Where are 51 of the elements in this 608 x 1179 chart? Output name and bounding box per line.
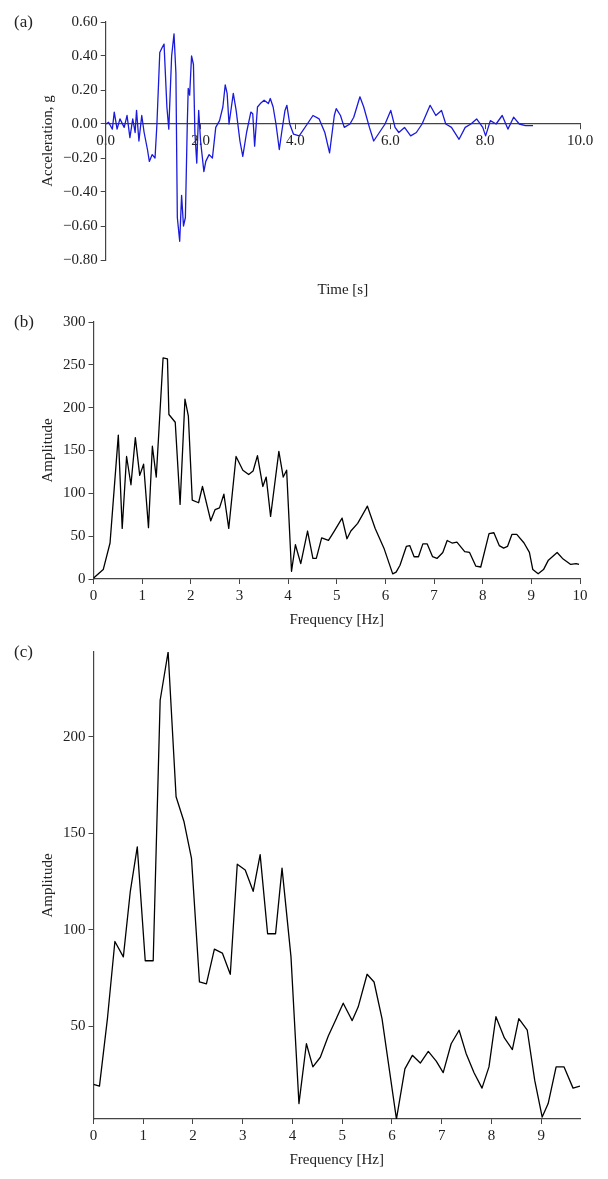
x-tick-label: 4	[284, 586, 293, 603]
y-tick-label: 0.40	[71, 46, 98, 63]
y-tick-label: 150	[63, 824, 86, 841]
x-tick-label: 7	[437, 1126, 446, 1143]
y-axis-title: Amplitude	[38, 853, 55, 918]
y-axis-title: Amplitude	[38, 418, 55, 483]
y-tick-label: 200	[63, 727, 86, 744]
y-tick-label: 100	[63, 920, 86, 937]
y-tick-label: 50	[70, 527, 86, 544]
x-axis-title: Frequency [Hz]	[289, 611, 385, 628]
y-axis-title: Acceleration, g	[38, 94, 55, 187]
x-tick-label: 10.0	[566, 131, 594, 148]
y-tick-label: −0.60	[62, 216, 98, 233]
x-tick-label: 4.0	[286, 131, 305, 148]
y-tick-label: 0	[78, 569, 86, 586]
x-tick-label: 9	[537, 1126, 545, 1143]
x-axis-title: Time [s]	[317, 281, 369, 298]
x-tick-label: 4	[288, 1126, 297, 1143]
x-tick-label: 3	[238, 1126, 247, 1143]
x-tick-label: 6	[381, 586, 390, 603]
y-tick-label: 0.60	[71, 12, 98, 29]
y-tick-label: −0.80	[62, 250, 98, 267]
x-tick-label: 5	[333, 586, 341, 603]
x-tick-label: 8	[478, 586, 487, 603]
y-tick-label: 150	[63, 441, 86, 458]
x-tick-label: 1	[138, 586, 146, 603]
y-tick-label: 50	[70, 1017, 86, 1034]
x-tick-label: 5	[338, 1126, 346, 1143]
x-tick-label: 2	[187, 586, 195, 603]
x-tick-label: 6	[388, 1126, 397, 1143]
y-tick-label: 0.00	[71, 114, 98, 131]
y-tick-label: 0.20	[71, 80, 98, 97]
x-tick-label: 3	[235, 586, 244, 603]
x-tick-label: 8	[487, 1126, 496, 1143]
x-tick-label: 10	[572, 586, 588, 603]
x-tick-label: 7	[430, 586, 439, 603]
x-tick-label: 2	[189, 1126, 197, 1143]
y-tick-label: 100	[63, 484, 86, 501]
y-tick-label: −0.40	[62, 182, 98, 199]
chart-title: (b)	[14, 311, 34, 331]
chart-title: (c)	[14, 641, 33, 661]
x-tick-label: 6.0	[380, 131, 400, 148]
x-tick-label: 1	[139, 1126, 147, 1143]
y-tick-label: 250	[63, 355, 86, 372]
chart-title: (a)	[14, 11, 33, 31]
x-tick-label: 9	[527, 586, 536, 603]
x-tick-label: 8.0	[475, 131, 495, 148]
x-axis-title: Frequency [Hz]	[289, 1151, 385, 1168]
y-tick-label: 200	[63, 398, 86, 415]
y-tick-label: −0.20	[62, 148, 98, 165]
y-tick-label: 300	[63, 312, 86, 329]
